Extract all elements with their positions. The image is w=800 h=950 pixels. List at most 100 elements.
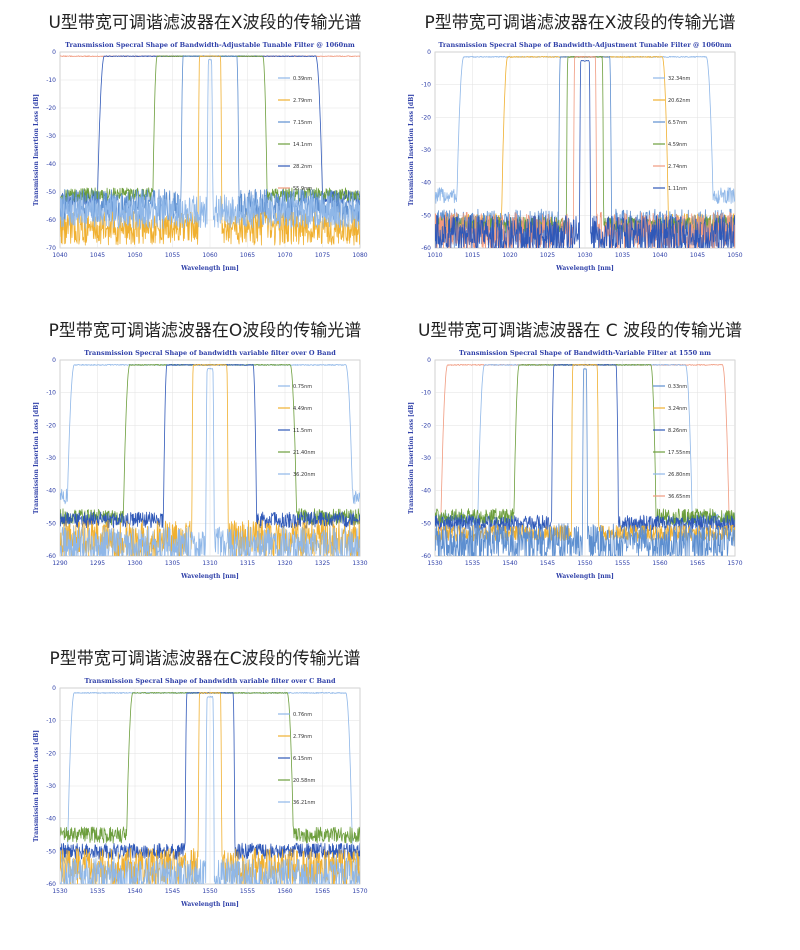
x-tick-label: 1030 — [577, 252, 592, 259]
x-tick-label: 1550 — [202, 888, 217, 895]
x-tick-label: 1545 — [165, 888, 180, 895]
x-tick-label: 1535 — [90, 888, 105, 895]
y-tick-label: -40 — [46, 816, 56, 823]
series-group — [60, 692, 360, 884]
y-tick-label: -40 — [421, 180, 431, 187]
panel-heading: U型带宽可调谐滤波器在X波段的传输光谱 — [48, 13, 362, 33]
legend-label: 6.57nm — [668, 120, 687, 126]
legend-label: 4.59nm — [668, 142, 687, 148]
legend-label: 2.79nm — [293, 98, 312, 104]
x-axis-label: Wavelength [nm] — [180, 265, 239, 272]
y-axis-label: Transmission Insertion Loss [dB] — [33, 402, 40, 514]
series-line — [60, 364, 360, 556]
legend-label: 20.62nm — [668, 98, 690, 104]
y-axis-label: Transmission Insertion Loss [dB] — [33, 94, 40, 206]
x-axis-label: Wavelength [nm] — [180, 901, 239, 908]
series-line — [60, 55, 360, 246]
chart-title: Transmission Specral Shape of Bandwidth-… — [438, 41, 731, 49]
y-tick-label: -30 — [46, 783, 56, 790]
y-tick-label: -60 — [421, 245, 431, 252]
chart-title: Transmission Specral Shape of Bandwidth-… — [459, 349, 711, 357]
legend-label: 32.34nm — [668, 76, 690, 82]
legend-label: 36.20nm — [293, 472, 315, 478]
y-tick-label: 0 — [52, 357, 56, 364]
legend-label: 20.58nm — [293, 778, 315, 784]
series-line — [60, 696, 360, 884]
legend-label: 14.1nm — [293, 142, 312, 148]
x-tick-label: 1055 — [165, 252, 180, 259]
panel-p-x-band: P型带宽可调谐滤波器在X波段的传输光谱 Transmission Specral… — [400, 8, 760, 300]
panel-heading: P型带宽可调谐滤波器在X波段的传输光谱 — [424, 13, 736, 33]
series-group — [435, 364, 735, 556]
legend-label: 21.40nm — [293, 450, 315, 456]
x-tick-label: 1555 — [240, 888, 255, 895]
panel-heading: P型带宽可调谐滤波器在C波段的传输光谱 — [49, 649, 361, 669]
legend-label: 8.26nm — [668, 428, 687, 434]
y-tick-label: -60 — [46, 553, 56, 560]
chart-u-x-band: Transmission Specral Shape of Bandwidth-… — [33, 41, 368, 272]
y-tick-label: -20 — [46, 750, 56, 757]
x-tick-label: 1295 — [90, 560, 105, 567]
y-tick-label: -50 — [46, 848, 56, 855]
y-tick-label: 0 — [427, 49, 431, 56]
x-tick-label: 1015 — [465, 252, 480, 259]
y-tick-label: -20 — [46, 422, 56, 429]
series-line — [60, 367, 360, 556]
x-tick-label: 1315 — [240, 560, 255, 567]
legend-label: 17.55nm — [668, 450, 690, 456]
x-tick-label: 1045 — [690, 252, 705, 259]
legend-label: 26.80nm — [668, 472, 690, 478]
legend-label: 4.49nm — [293, 406, 312, 412]
x-tick-label: 1075 — [315, 252, 330, 259]
x-tick-label: 1040 — [52, 252, 67, 259]
legend-label: 55.9nm — [293, 186, 312, 192]
x-tick-label: 1570 — [727, 560, 742, 567]
x-tick-label: 1540 — [127, 888, 142, 895]
chart-p-o-band: Transmission Specral Shape of bandwidth … — [33, 349, 368, 580]
y-tick-label: 0 — [427, 357, 431, 364]
y-tick-label: -20 — [46, 105, 56, 112]
x-tick-label: 1310 — [202, 560, 217, 567]
x-tick-label: 1050 — [727, 252, 742, 259]
y-tick-label: -10 — [46, 718, 56, 725]
x-axis-label: Wavelength [nm] — [180, 573, 239, 580]
x-tick-label: 1550 — [577, 560, 592, 567]
legend-label: 11.5nm — [293, 428, 312, 434]
x-tick-label: 1565 — [315, 888, 330, 895]
x-tick-label: 1565 — [690, 560, 705, 567]
chart-title: Transmission Specral Shape of Bandwidth-… — [65, 41, 355, 49]
x-tick-label: 1020 — [502, 252, 517, 259]
x-tick-label: 1305 — [165, 560, 180, 567]
chart-p-c-band: Transmission Specral Shape of bandwidth … — [33, 677, 368, 908]
x-tick-label: 1560 — [652, 560, 667, 567]
x-tick-label: 1025 — [540, 252, 555, 259]
y-tick-label: -30 — [46, 133, 56, 140]
series-group — [60, 55, 360, 246]
series-line — [60, 58, 360, 229]
series-group — [60, 364, 360, 556]
panel-heading: P型带宽可调谐滤波器在O波段的传输光谱 — [48, 321, 362, 341]
chart-title: Transmission Specral Shape of bandwidth … — [84, 677, 335, 685]
x-tick-label: 1035 — [615, 252, 630, 259]
x-axis-label: Wavelength [nm] — [555, 265, 614, 272]
chart-u-c-band: Transmission Specral Shape of Bandwidth-… — [408, 349, 743, 580]
y-axis-label: Transmission Insertion Loss [dB] — [408, 402, 415, 514]
series-line — [435, 60, 735, 248]
x-tick-label: 1060 — [202, 252, 217, 259]
x-tick-label: 1555 — [615, 560, 630, 567]
y-tick-label: -50 — [46, 520, 56, 527]
panel-heading: U型带宽可调谐滤波器在 C 波段的传输光谱 — [417, 321, 743, 341]
x-tick-label: 1540 — [502, 560, 517, 567]
y-tick-label: -10 — [421, 390, 431, 397]
series-line — [435, 364, 735, 542]
x-tick-label: 1050 — [127, 252, 142, 259]
y-tick-label: -30 — [421, 455, 431, 462]
x-tick-label: 1070 — [277, 252, 292, 259]
y-tick-label: -50 — [421, 212, 431, 219]
chart-title: Transmission Specral Shape of bandwidth … — [84, 349, 336, 357]
legend-label: 0.39nm — [293, 76, 312, 82]
x-tick-label: 1330 — [352, 560, 367, 567]
x-tick-label: 1320 — [277, 560, 292, 567]
y-tick-label: -50 — [46, 189, 56, 196]
y-tick-label: -10 — [46, 390, 56, 397]
